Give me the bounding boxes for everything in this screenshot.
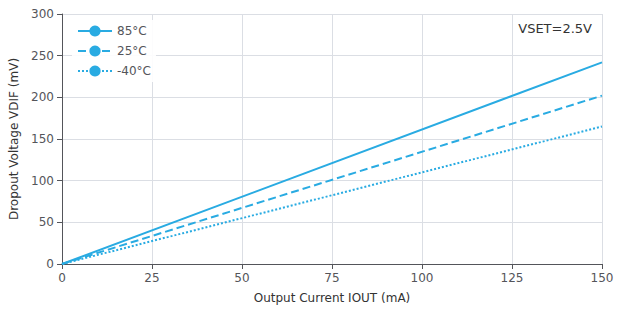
svg-text:25: 25 bbox=[144, 271, 159, 285]
svg-text:25°C: 25°C bbox=[117, 44, 147, 58]
svg-text:-40°C: -40°C bbox=[117, 64, 151, 78]
svg-text:0: 0 bbox=[58, 271, 66, 285]
svg-text:50: 50 bbox=[234, 271, 249, 285]
svg-text:100: 100 bbox=[31, 174, 54, 188]
svg-text:Dropout Voltage VDIF (mV): Dropout Voltage VDIF (mV) bbox=[7, 58, 21, 220]
svg-text:200: 200 bbox=[31, 90, 54, 104]
svg-text:250: 250 bbox=[31, 49, 54, 63]
svg-text:150: 150 bbox=[31, 132, 54, 146]
svg-text:100: 100 bbox=[411, 271, 434, 285]
svg-text:Output Current IOUT (mA): Output Current IOUT (mA) bbox=[254, 291, 411, 305]
svg-text:85°C: 85°C bbox=[117, 24, 147, 38]
svg-text:150: 150 bbox=[591, 271, 614, 285]
svg-text:0: 0 bbox=[46, 257, 54, 271]
svg-text:300: 300 bbox=[31, 7, 54, 21]
svg-text:125: 125 bbox=[501, 271, 524, 285]
svg-text:VSET=2.5V: VSET=2.5V bbox=[518, 21, 592, 36]
svg-text:75: 75 bbox=[324, 271, 339, 285]
svg-text:50: 50 bbox=[39, 215, 54, 229]
